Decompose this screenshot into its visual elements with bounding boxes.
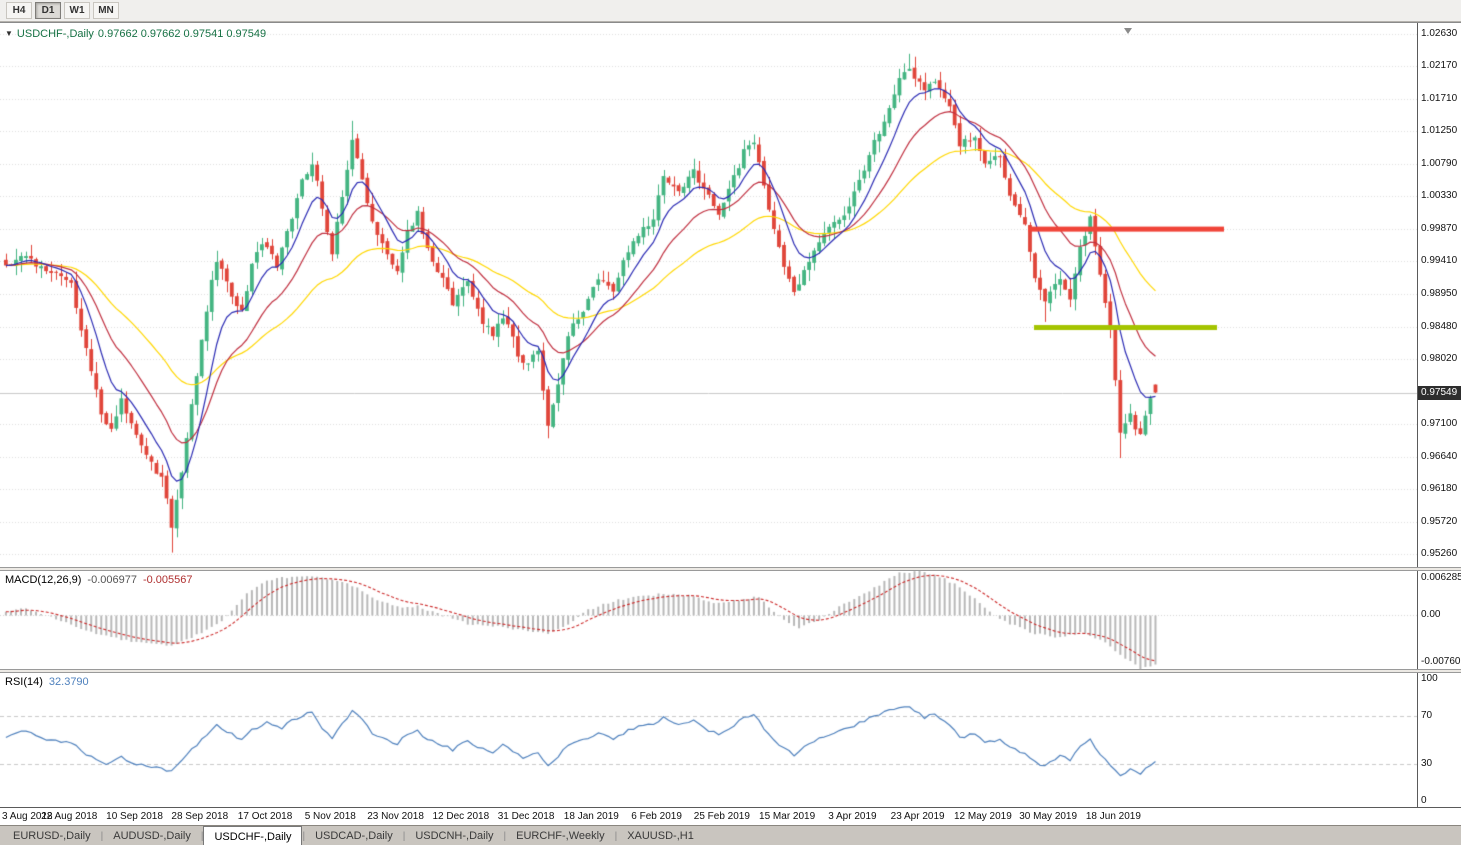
macd-name: MACD(12,26,9)	[5, 574, 82, 586]
date-axis-label: 22 Aug 2018	[41, 811, 98, 822]
price-axis-label: 0.96180	[1421, 483, 1458, 495]
rsi-axis-label: 0	[1421, 795, 1427, 806]
time-axis[interactable]: 3 Aug 2018 22 Aug 2018 10 Sep 2018 28 Sep 2…	[0, 807, 1461, 825]
date-axis-label: 12 Dec 2018	[432, 811, 490, 822]
macd-pane: MACD(12,26,9) -0.006977 -0.005567	[0, 571, 1417, 669]
macd-main-value: -0.006977	[87, 574, 137, 586]
pane-separator[interactable]	[0, 567, 1461, 571]
chart-ohlc: 0.97662 0.97662 0.97541 0.97549	[97, 28, 267, 40]
tab-separator: |	[503, 830, 507, 842]
macd-axis-label: -0.0076090	[1421, 656, 1461, 667]
pane-separator[interactable]	[0, 669, 1461, 673]
price-axis-label: 0.98480	[1421, 320, 1458, 332]
rsi-label: RSI(14) 32.3790	[5, 676, 89, 688]
chart-title: ▼ USDCHF-,Daily 0.97662 0.97662 0.97541 0.…	[5, 28, 270, 40]
date-axis-label: 5 Nov 2018	[304, 811, 356, 822]
price-pane: ▼ USDCHF-,Daily 0.97662 0.97662 0.97541 0.…	[0, 25, 1417, 567]
date-axis-label: 17 Oct 2018	[237, 811, 293, 822]
date-axis-label: 31 Dec 2018	[497, 811, 555, 822]
price-axis-label: 0.96640	[1421, 450, 1458, 462]
rsi-axis-label: 70	[1421, 709, 1433, 721]
price-axis-label: 1.00790	[1421, 157, 1458, 169]
timeframe-button-mn[interactable]: MN	[93, 2, 119, 19]
price-axis-label: 0.97100	[1421, 418, 1458, 430]
date-axis-label: 12 May 2019	[953, 811, 1012, 822]
price-axis-label: 0.95260	[1421, 548, 1458, 560]
price-axis-label: 0.99410	[1421, 255, 1458, 267]
date-axis-label: 3 Apr 2019	[828, 811, 877, 822]
tab-separator: |	[200, 830, 204, 842]
macd-axis-label: 0.00	[1421, 609, 1441, 621]
date-axis-label: 10 Sep 2018	[106, 811, 163, 822]
price-axis-label: 1.02630	[1421, 28, 1458, 40]
price-chart-canvas[interactable]	[0, 25, 1417, 567]
macd-label: MACD(12,26,9) -0.006977 -0.005567	[5, 574, 193, 586]
price-axis-label: 1.01250	[1421, 125, 1458, 137]
tab-usdcad-daily[interactable]: USDCAD-,Daily	[315, 830, 393, 842]
price-axis-label: 0.95720	[1421, 515, 1458, 527]
chart-symbol-period: USDCHF-,Daily	[16, 28, 94, 40]
tab-separator: |	[402, 830, 406, 842]
rsi-axis-label: 100	[1421, 673, 1438, 684]
price-axis-label: 0.99870	[1421, 222, 1458, 234]
price-axis[interactable]: 1.02630 1.02170 1.01710 1.01250 1.00790 1.003…	[1417, 23, 1461, 807]
rsi-value: 32.3790	[48, 676, 89, 688]
tab-xauusd-h1[interactable]: XAUUSD-,H1	[627, 830, 694, 842]
date-axis-label: 25 Feb 2019	[693, 811, 750, 822]
date-axis-label: 28 Sep 2018	[171, 811, 229, 822]
price-axis-label: 1.01710	[1421, 92, 1458, 104]
tab-eurchf-weekly[interactable]: EURCHF-,Weekly	[516, 830, 605, 842]
date-axis-label: 6 Feb 2019	[631, 811, 682, 822]
price-axis-label: 0.98950	[1421, 287, 1458, 299]
date-axis-label: 18 Jun 2019	[1085, 811, 1141, 822]
tab-eurusd-daily[interactable]: EURUSD-,Daily	[13, 830, 91, 842]
price-axis-label: 1.02170	[1421, 60, 1458, 72]
date-axis-label: 15 Mar 2019	[759, 811, 816, 822]
date-axis-label: 23 Apr 2019	[890, 811, 945, 822]
rsi-name: RSI(14)	[5, 676, 43, 688]
timeframe-button-w1[interactable]: W1	[64, 2, 90, 19]
timeframe-button-h4[interactable]: H4	[6, 2, 32, 19]
chart-window: ▼ USDCHF-,Daily 0.97662 0.97662 0.97541 0.…	[0, 22, 1461, 845]
tab-audusd-daily[interactable]: AUDUSD-,Daily	[113, 830, 191, 842]
rsi-pane: RSI(14) 32.3790	[0, 673, 1417, 807]
tab-separator: |	[100, 830, 104, 842]
macd-signal-value: -0.005567	[142, 574, 193, 586]
timeframe-button-d1[interactable]: D1	[35, 2, 61, 19]
current-price-tag: 0.97549	[1418, 385, 1461, 400]
title-dropdown-icon[interactable]: ▼	[5, 29, 13, 38]
tab-separator: |	[302, 830, 306, 842]
chart-tab-bar: EURUSD-,Daily | AUDUSD-,Daily | USDCHF-,Dail…	[0, 825, 1461, 845]
macd-canvas[interactable]	[0, 571, 1417, 669]
date-axis-label: 3 Aug 2018	[2, 811, 53, 822]
price-axis-label: 1.00330	[1421, 190, 1458, 202]
rsi-axis-label: 30	[1421, 758, 1433, 770]
chart-shift-marker-icon[interactable]	[1124, 28, 1132, 34]
price-axis-label: 0.98020	[1421, 353, 1458, 365]
toolbar: H4 D1 W1 MN	[0, 0, 1461, 22]
date-axis-label: 23 Nov 2018	[367, 811, 424, 822]
tab-usdcnh-daily[interactable]: USDCNH-,Daily	[415, 830, 494, 842]
tab-separator: |	[614, 830, 618, 842]
tab-usdchf-daily[interactable]: USDCHF-,Daily	[203, 826, 303, 845]
date-axis-label: 30 May 2019	[1019, 811, 1078, 822]
rsi-canvas[interactable]	[0, 673, 1417, 807]
date-axis-label: 18 Jan 2019	[563, 811, 619, 822]
